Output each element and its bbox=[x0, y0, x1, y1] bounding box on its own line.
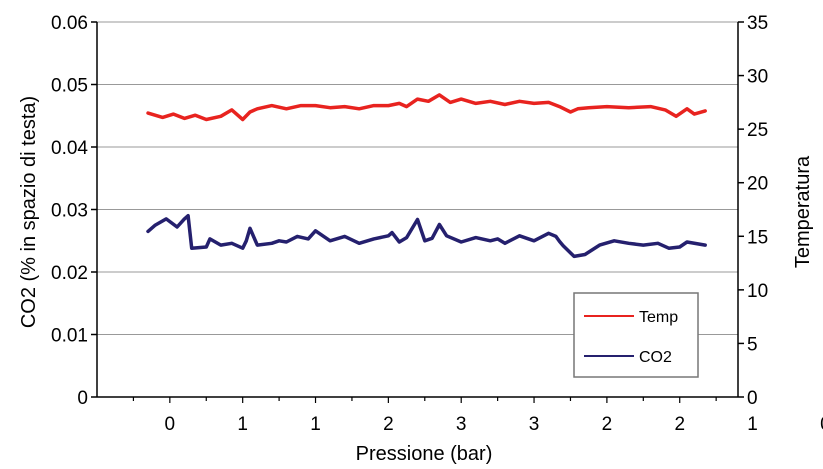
x-axis-title: Pressione (bar) bbox=[356, 443, 493, 465]
y-axis-right-title: Temperatura bbox=[792, 155, 814, 268]
legend-box bbox=[573, 292, 699, 378]
legend-label-temp: Temp bbox=[639, 309, 678, 326]
legend-label-co2: CO2 bbox=[639, 349, 672, 366]
y-tick-label-left: 0.05 bbox=[51, 76, 88, 97]
series-line-temp bbox=[146, 93, 707, 122]
y-tick-label-right: 35 bbox=[747, 13, 768, 34]
y-tick-label-right: 25 bbox=[747, 120, 768, 141]
y-tick-label-right: 5 bbox=[747, 334, 758, 355]
x-tick-label: 3 bbox=[456, 414, 467, 435]
x-tick-label: 1 bbox=[747, 414, 758, 435]
y-tick-label-right: 10 bbox=[747, 281, 768, 302]
y-axis-left-title: CO2 (% in spazio di testa) bbox=[18, 96, 40, 328]
x-tick-label: 0 bbox=[820, 414, 823, 435]
x-tick-label: 1 bbox=[237, 414, 248, 435]
x-tick-label: 0 bbox=[165, 414, 176, 435]
x-tick-label: 2 bbox=[602, 414, 613, 435]
x-tick-label: 2 bbox=[383, 414, 394, 435]
legend: Temp CO2 bbox=[573, 292, 699, 378]
y-tick-label-left: 0.02 bbox=[51, 263, 88, 284]
y-tick-label-right: 30 bbox=[747, 67, 768, 88]
x-tick-label: 3 bbox=[529, 414, 540, 435]
x-tick-label: 1 bbox=[310, 414, 321, 435]
x-tick-label: 2 bbox=[674, 414, 685, 435]
y-tick-label-left: 0.04 bbox=[51, 138, 88, 159]
y-tick-label-left: 0.03 bbox=[51, 201, 88, 222]
series-line-co2 bbox=[146, 213, 707, 259]
y-tick-label-right: 15 bbox=[747, 227, 768, 248]
y-tick-label-left: 0 bbox=[77, 388, 88, 409]
y-tick-label-left: 0.06 bbox=[51, 13, 88, 34]
y-tick-label-left: 0.01 bbox=[51, 326, 88, 347]
y-tick-label-right: 0 bbox=[747, 388, 758, 409]
y-tick-label-right: 20 bbox=[747, 174, 768, 195]
